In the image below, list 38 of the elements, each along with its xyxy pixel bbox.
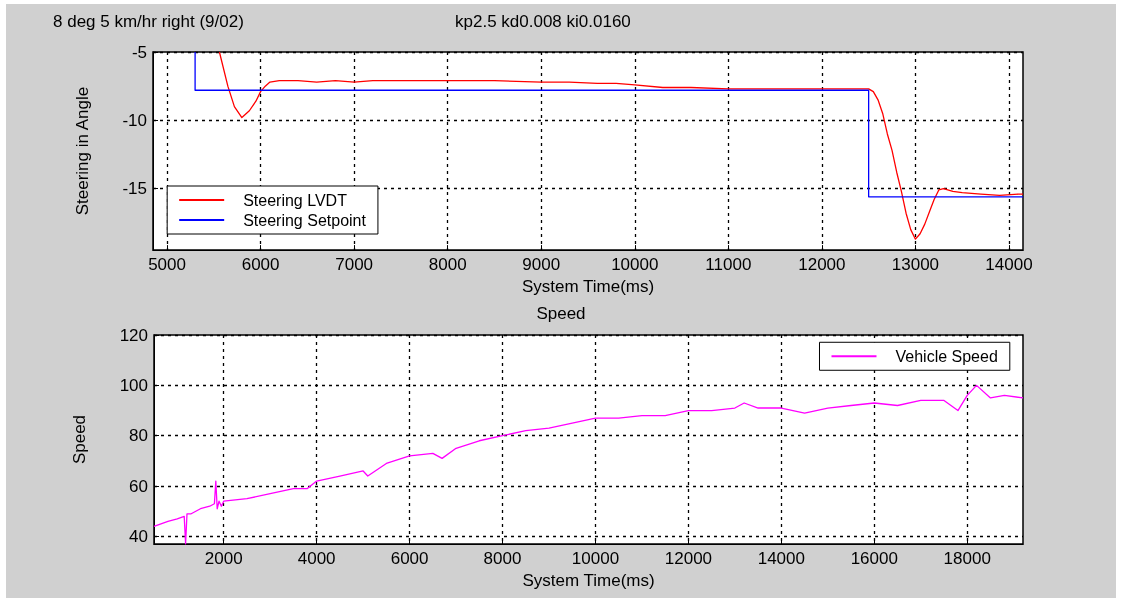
x-tick-label: 14000 (757, 549, 805, 568)
y-tick-label: 100 (119, 375, 148, 395)
y-tick-label: -15 (122, 179, 147, 199)
y-axis-title: Steering in Angle (73, 86, 92, 216)
y-tick-label: 120 (119, 325, 148, 345)
line-series (218, 51, 1024, 240)
y-tick-label: -10 (122, 110, 147, 130)
y-axis-title: Speed (70, 414, 89, 465)
x-tick-label: 13000 (891, 255, 940, 275)
legend-label: Steering Setpoint (243, 211, 367, 229)
legend-label: Steering LVDT (243, 191, 348, 209)
x-tick-label: 7000 (335, 255, 374, 275)
y-tick-label: 40 (129, 526, 148, 546)
x-tick-label: 6000 (390, 549, 429, 568)
x-tick-label: 11000 (705, 255, 752, 275)
x-tick-label: 12000 (798, 255, 846, 275)
chart-subtitle: kp2.5 kd0.008 ki0.0160 (455, 12, 631, 31)
x-tick-label: 8000 (428, 255, 467, 275)
x-tick-label: 2000 (204, 549, 243, 568)
x-tick-label: 18000 (943, 549, 991, 568)
x-tick-label: 10000 (611, 255, 659, 275)
x-tick-label: 12000 (664, 549, 713, 568)
x-tick-label: 5000 (148, 255, 186, 275)
legend-label: Vehicle Speed (895, 347, 998, 365)
x-axis-title: System Time(ms) (522, 570, 655, 590)
x-tick-label: 10000 (571, 549, 620, 568)
x-tick-label: 6000 (241, 255, 280, 275)
x-tick-label: 14000 (985, 255, 1033, 275)
x-tick-label: 8000 (483, 549, 522, 568)
chart-title: Speed (536, 304, 586, 323)
y-tick-label: 60 (129, 476, 148, 496)
y-tick-label: 80 (129, 426, 148, 446)
chart-title: 8 deg 5 km/hr right (9/02) (53, 12, 244, 31)
x-tick-label: 16000 (850, 549, 898, 568)
y-tick-label: -5 (131, 42, 147, 62)
x-tick-label: 9000 (522, 255, 561, 275)
x-tick-label: 4000 (297, 549, 336, 568)
x-axis-title: System Time(ms) (521, 277, 655, 296)
